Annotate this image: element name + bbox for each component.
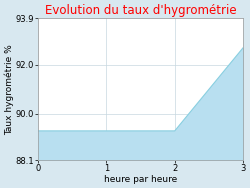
Y-axis label: Taux hygrométrie %: Taux hygrométrie %: [4, 44, 14, 135]
X-axis label: heure par heure: heure par heure: [104, 175, 177, 184]
Title: Evolution du taux d'hygrométrie: Evolution du taux d'hygrométrie: [45, 4, 236, 17]
